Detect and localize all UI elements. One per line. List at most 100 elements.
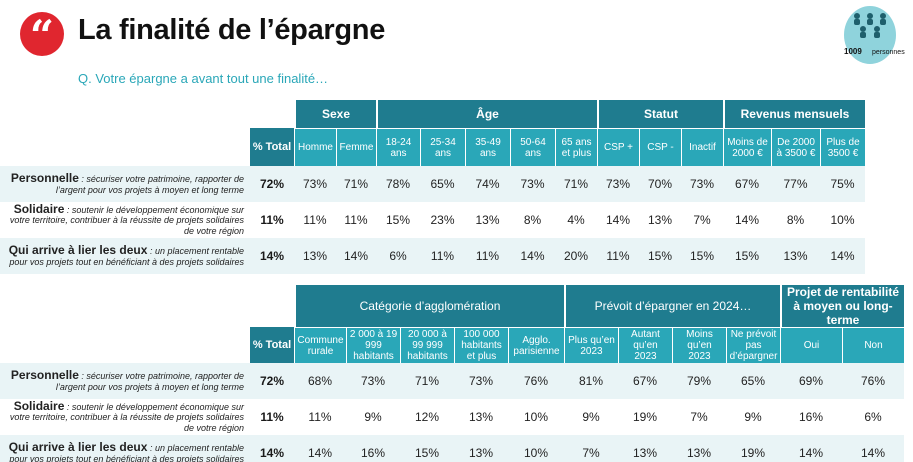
cell-value: 71%	[555, 166, 597, 202]
row-label: Personnelle : sécuriser votre patrimoine…	[0, 166, 250, 202]
cell-value: 14%	[294, 435, 346, 462]
cell-value: 13%	[465, 202, 510, 238]
cell-value: 6%	[376, 238, 420, 274]
cell-value: 15%	[639, 238, 681, 274]
cell-value: 9%	[346, 399, 400, 435]
col-header: CSP +	[597, 128, 639, 166]
col-header: CSP -	[639, 128, 681, 166]
col-header: De 2000 à 3500 €	[771, 128, 820, 166]
row-total: 11%	[250, 202, 294, 238]
row-total: 72%	[250, 166, 294, 202]
cell-value: 70%	[639, 166, 681, 202]
col-header: Oui	[780, 327, 842, 363]
cell-value: 11%	[336, 202, 376, 238]
cell-value: 6%	[842, 399, 904, 435]
col-header: Non	[842, 327, 904, 363]
cell-value: 74%	[465, 166, 510, 202]
cell-value: 10%	[508, 399, 564, 435]
cell-value: 8%	[771, 202, 820, 238]
cell-value: 15%	[376, 202, 420, 238]
cell-value: 10%	[508, 435, 564, 462]
cell-value: 73%	[597, 166, 639, 202]
cell-value: 9%	[726, 399, 780, 435]
table-row: Qui arrive à lier les deux : un placemen…	[0, 238, 865, 274]
page-title: La finalité de l’épargne	[78, 14, 386, 46]
col-header: Moins de 2000 €	[723, 128, 771, 166]
cell-value: 14%	[336, 238, 376, 274]
cell-value: 7%	[681, 202, 723, 238]
cell-value: 65%	[420, 166, 465, 202]
cell-value: 14%	[723, 202, 771, 238]
cell-value: 75%	[820, 166, 865, 202]
table-row: Solidaire : soutenir le développement éc…	[0, 399, 904, 435]
results-table-demographics: Sexe Âge Statut Revenus mensuels % Total…	[0, 100, 865, 274]
cell-value: 68%	[294, 363, 346, 399]
cell-value: 7%	[564, 435, 618, 462]
col-header: 25-34 ans	[420, 128, 465, 166]
cell-value: 13%	[639, 202, 681, 238]
cell-value: 12%	[400, 399, 454, 435]
col-header: Plus de 3500 €	[820, 128, 865, 166]
table-row: Personnelle : sécuriser votre patrimoine…	[0, 166, 865, 202]
cell-value: 11%	[420, 238, 465, 274]
cell-value: 19%	[618, 399, 672, 435]
cell-value: 73%	[294, 166, 336, 202]
cell-value: 16%	[346, 435, 400, 462]
results-table-agglomeration: Catégorie d’agglomération Prévoit d’épar…	[0, 285, 904, 462]
col-header: 2 000 à 19 999 habitants	[346, 327, 400, 363]
row-total: 14%	[250, 238, 294, 274]
question-text: Q. Votre épargne a avant tout une finali…	[78, 71, 329, 86]
cell-value: 23%	[420, 202, 465, 238]
cell-value: 76%	[508, 363, 564, 399]
cell-value: 73%	[510, 166, 555, 202]
cell-value: 14%	[597, 202, 639, 238]
table-row: Qui arrive à lier les deux : un placemen…	[0, 435, 904, 462]
total-header: % Total	[250, 128, 294, 166]
cell-value: 14%	[820, 238, 865, 274]
table-row: Solidaire : soutenir le développement éc…	[0, 202, 865, 238]
cell-value: 14%	[510, 238, 555, 274]
row-total: 72%	[250, 363, 294, 399]
col-header: Plus qu’en 2023	[564, 327, 618, 363]
cell-value: 15%	[723, 238, 771, 274]
sample-label: personnes	[872, 49, 905, 56]
col-header: Commune rurale	[294, 327, 346, 363]
cell-value: 13%	[618, 435, 672, 462]
col-header: Femme	[336, 128, 376, 166]
col-header: Autant qu’en 2023	[618, 327, 672, 363]
group-statut: Statut	[597, 100, 723, 128]
cell-value: 73%	[681, 166, 723, 202]
cell-value: 11%	[465, 238, 510, 274]
row-label: Personnelle : sécuriser votre patrimoine…	[0, 363, 250, 399]
cell-value: 13%	[454, 399, 508, 435]
col-header: 65 ans et plus	[555, 128, 597, 166]
cell-value: 19%	[726, 435, 780, 462]
cell-value: 13%	[294, 238, 336, 274]
row-label: Qui arrive à lier les deux : un placemen…	[0, 238, 250, 274]
row-label: Qui arrive à lier les deux : un placemen…	[0, 435, 250, 462]
cell-value: 10%	[820, 202, 865, 238]
cell-value: 15%	[400, 435, 454, 462]
group-revenus: Revenus mensuels	[723, 100, 865, 128]
row-total: 11%	[250, 399, 294, 435]
col-header: Homme	[294, 128, 336, 166]
col-header: 35-49 ans	[465, 128, 510, 166]
quote-icon: “	[20, 12, 64, 58]
cell-value: 13%	[771, 238, 820, 274]
cell-value: 67%	[618, 363, 672, 399]
cell-value: 67%	[723, 166, 771, 202]
cell-value: 14%	[780, 435, 842, 462]
cell-value: 81%	[564, 363, 618, 399]
cell-value: 14%	[842, 435, 904, 462]
group-projet-rentabilite: Projet de rentabilité à moyen ou long-te…	[780, 285, 904, 327]
cell-value: 13%	[672, 435, 726, 462]
group-age: Âge	[376, 100, 597, 128]
row-total: 14%	[250, 435, 294, 462]
row-label: Solidaire : soutenir le développement éc…	[0, 399, 250, 435]
cell-value: 4%	[555, 202, 597, 238]
cell-value: 8%	[510, 202, 555, 238]
cell-value: 77%	[771, 166, 820, 202]
group-agglomeration: Catégorie d’agglomération	[294, 285, 564, 327]
cell-value: 16%	[780, 399, 842, 435]
cell-value: 13%	[454, 435, 508, 462]
